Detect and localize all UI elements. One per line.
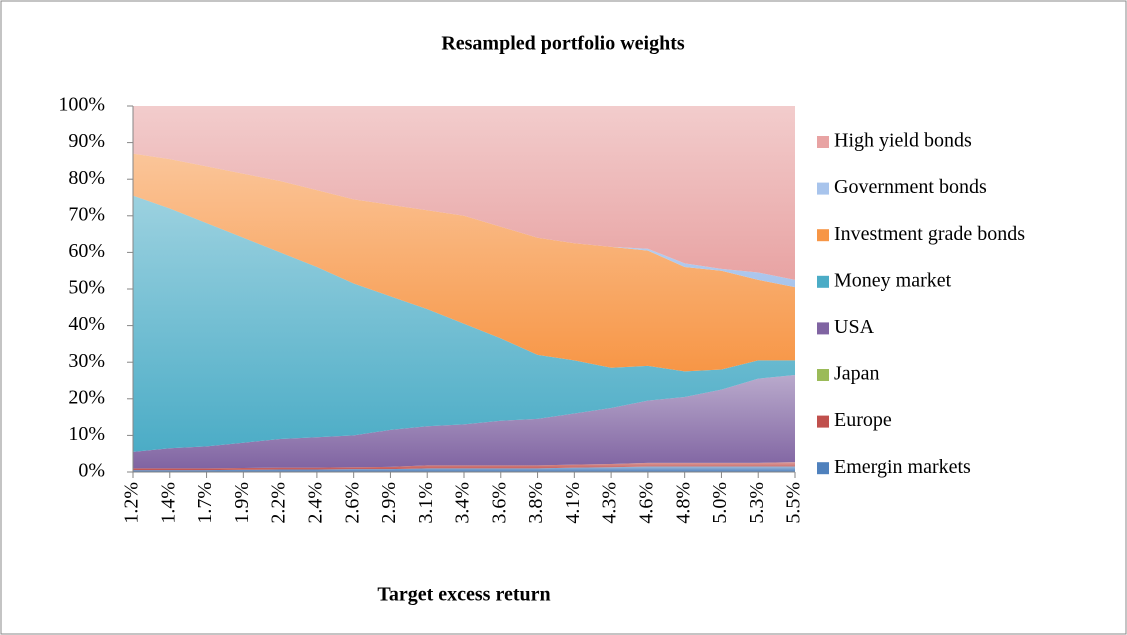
x-tick-label: 4.1%	[562, 482, 584, 524]
legend-label: USA	[834, 316, 875, 338]
x-tick-label: 1.4%	[157, 482, 179, 524]
area	[133, 375, 795, 469]
legend-label: High yield bonds	[834, 130, 972, 152]
y-tick-label: 10%	[68, 423, 105, 445]
legend-swatch	[817, 462, 829, 475]
x-tick-label: 3.6%	[488, 482, 510, 524]
y-tick-label: 40%	[68, 313, 105, 335]
y-tick-label: 80%	[68, 167, 105, 189]
x-tick-label: 4.6%	[635, 482, 657, 524]
y-tick-label: 0%	[78, 460, 105, 482]
legend-label: Emergin markets	[834, 456, 971, 478]
x-tick-label: 1.2%	[121, 482, 143, 524]
legend-label: Money market	[834, 269, 952, 291]
legend-swatch	[817, 229, 829, 242]
x-tick-label: 1.9%	[231, 482, 253, 524]
x-tick-label: 2.9%	[378, 482, 400, 524]
area	[133, 106, 795, 280]
x-axis-title: Target excess return	[377, 584, 550, 606]
x-tick-label: 5.0%	[709, 482, 731, 524]
legend-swatch	[817, 322, 829, 335]
y-tick-label: 20%	[68, 386, 105, 408]
legend-swatch	[817, 369, 829, 381]
legend-label: Europe	[834, 409, 892, 431]
legend-label: Japan	[834, 363, 880, 385]
legend-label: Investment grade bonds	[834, 223, 1025, 245]
area	[133, 462, 795, 471]
x-tick-label: 2.2%	[268, 482, 290, 524]
x-tick-label: 3.8%	[525, 482, 547, 524]
x-tick-label: 4.3%	[599, 482, 621, 524]
y-tick-label: 90%	[68, 130, 105, 152]
area	[133, 153, 795, 372]
x-tick-label: 3.1%	[415, 482, 437, 524]
legend-swatch	[817, 136, 829, 148]
y-tick-label: 100%	[58, 94, 105, 116]
area	[133, 466, 795, 472]
x-tick-label: 5.5%	[783, 482, 805, 524]
y-tick-label: 60%	[68, 240, 105, 262]
legend-swatch	[817, 275, 829, 288]
y-tick-label: 70%	[68, 203, 105, 225]
chart-title: Resampled portfolio weights	[441, 33, 685, 55]
legend-swatch	[817, 415, 829, 428]
x-tick-label: 1.7%	[194, 482, 216, 524]
x-tick-label: 5.3%	[746, 482, 768, 524]
legend-swatch	[817, 182, 829, 195]
x-tick-label: 2.4%	[304, 482, 326, 524]
y-tick-label: 30%	[68, 350, 105, 372]
y-tick-label: 50%	[68, 277, 105, 299]
legend-label: Government bonds	[834, 176, 987, 198]
x-tick-label: 3.4%	[452, 482, 474, 524]
x-tick-label: 2.6%	[341, 482, 363, 524]
x-tick-label: 4.8%	[672, 482, 694, 524]
